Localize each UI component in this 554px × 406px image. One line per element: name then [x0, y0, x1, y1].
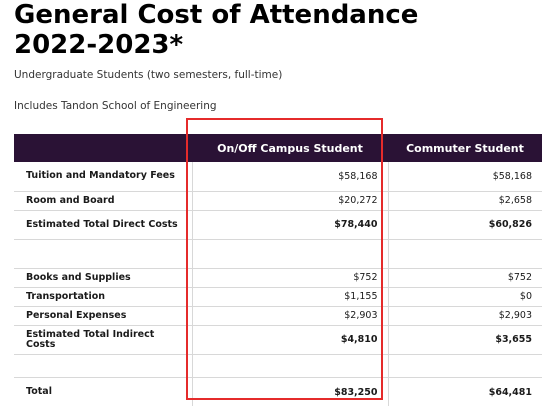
table-row: Transportation $1,155 $0 [14, 287, 542, 307]
commuter-value: $2,903 [387, 306, 542, 326]
total-row: Total $83,250 $64,481 [14, 377, 542, 406]
subtitle: Undergraduate Students (two semesters, f… [14, 69, 283, 81]
row-label: Personal Expenses [14, 306, 192, 326]
page-title: General Cost of Attendance 2022-2023* [14, 0, 544, 60]
header-blank [14, 134, 192, 162]
table-row: Tuition and Mandatory Fees $58,168 $58,1… [14, 162, 542, 192]
on-campus-value: $20,272 [191, 191, 388, 211]
title-line-1: General Cost of Attendance [14, 0, 419, 30]
cost-table: On/Off Campus Student Commuter Student T… [14, 134, 542, 406]
row-label: Estimated Total Indirect Costs [14, 325, 192, 355]
on-campus-value: $83,250 [191, 377, 388, 406]
commuter-value: $64,481 [387, 377, 542, 406]
on-campus-value: $58,168 [191, 162, 388, 192]
table-row: Estimated Total Indirect Costs $4,810 $3… [14, 325, 542, 355]
row-label: Room and Board [14, 191, 192, 211]
row-label: Estimated Total Direct Costs [14, 210, 192, 240]
commuter-value: $3,655 [387, 325, 542, 355]
commuter-value: $58,168 [387, 162, 542, 192]
row-label: Transportation [14, 287, 192, 307]
table-header-row: On/Off Campus Student Commuter Student [14, 134, 542, 162]
note-text: Includes Tandon School of Engineering [14, 100, 217, 112]
row-label: Total [14, 377, 192, 406]
on-campus-value: $4,810 [191, 325, 388, 355]
commuter-value: $752 [387, 268, 542, 288]
row-label: Books and Supplies [14, 268, 192, 288]
on-campus-value: $1,155 [191, 287, 388, 307]
table-row: Room and Board $20,272 $2,658 [14, 191, 542, 211]
on-campus-value: $2,903 [191, 306, 388, 326]
spacer-row [14, 239, 542, 269]
row-label: Tuition and Mandatory Fees [14, 162, 192, 192]
table-row: Books and Supplies $752 $752 [14, 268, 542, 288]
table-row: Estimated Total Direct Costs $78,440 $60… [14, 210, 542, 240]
header-on-off-campus: On/Off Campus Student [192, 134, 388, 162]
on-campus-value: $752 [191, 268, 388, 288]
commuter-value: $0 [387, 287, 542, 307]
title-line-2: 2022-2023* [14, 30, 184, 60]
commuter-value: $60,826 [387, 210, 542, 240]
spacer-row [14, 354, 542, 378]
on-campus-value: $78,440 [191, 210, 388, 240]
commuter-value: $2,658 [387, 191, 542, 211]
header-commuter: Commuter Student [388, 134, 542, 162]
table-row: Personal Expenses $2,903 $2,903 [14, 306, 542, 326]
